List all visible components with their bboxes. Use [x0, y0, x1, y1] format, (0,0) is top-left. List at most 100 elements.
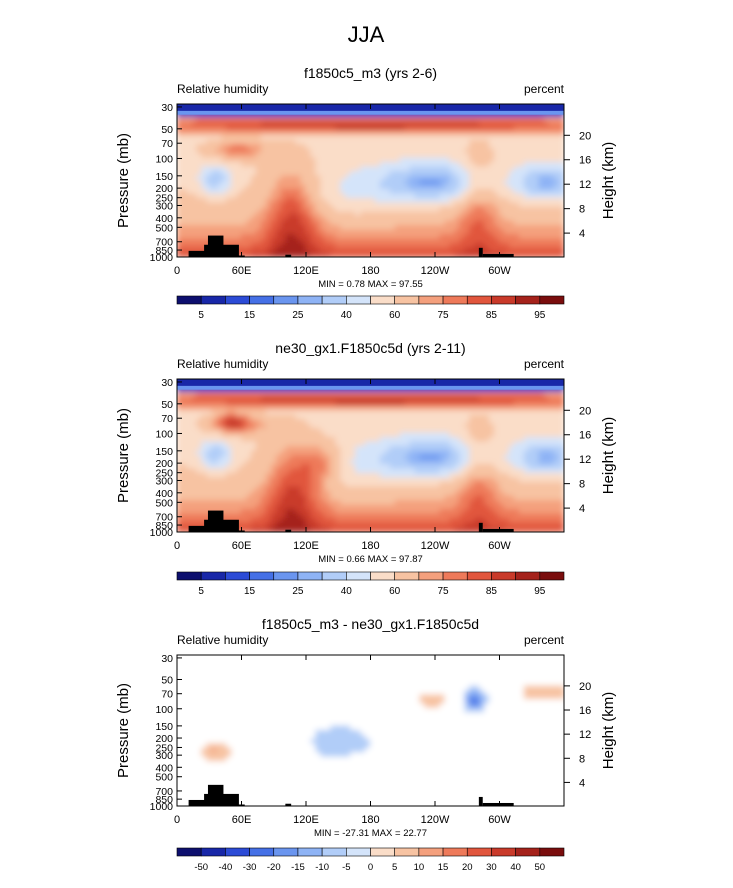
colorbar-swatch [176, 571, 202, 581]
colorbar-label: 15 [244, 310, 256, 321]
y-tick-label: 850 [155, 794, 173, 806]
x-tick-label: 120E [293, 540, 319, 552]
figure-title: JJA [348, 22, 385, 47]
y-tick-label: 1000 [150, 252, 174, 264]
colorbar-swatch [370, 571, 395, 581]
y2-tick-label: 8 [579, 753, 585, 765]
x-tick-label: 0 [174, 814, 180, 826]
colorbar-swatch [442, 571, 468, 581]
y-tick-label: 100 [155, 153, 173, 165]
y-tick-label: 250 [155, 193, 173, 205]
y2-tick-label: 16 [579, 430, 591, 442]
topography [236, 255, 245, 257]
colorbar-label: 5 [198, 586, 204, 597]
colorbar-label: 30 [486, 862, 497, 873]
panel-title: f1850c5_m3 (yrs 2-6) [304, 65, 437, 81]
x-tick-label: 180 [361, 540, 379, 552]
y-tick-label: 70 [161, 413, 173, 425]
topography [207, 235, 224, 257]
colorbar-label: 50 [535, 862, 546, 873]
colorbar-swatch [491, 847, 516, 857]
colorbar-label: -10 [315, 862, 329, 873]
y-tick-label: 500 [155, 222, 173, 234]
topography [478, 796, 483, 806]
y-tick-label: 200 [155, 733, 173, 745]
colorbar-swatch [321, 295, 347, 305]
colorbar-swatch [346, 571, 371, 581]
colorbar-label: -40 [219, 862, 233, 873]
colorbar-label: 40 [341, 586, 353, 597]
x-tick-label: 120W [421, 540, 450, 552]
colorbar-label: 20 [462, 862, 473, 873]
contour-field [177, 104, 564, 257]
topography [478, 522, 483, 532]
topography [482, 802, 514, 806]
colorbar-swatch [273, 847, 299, 857]
y-tick-label: 400 [155, 762, 173, 774]
topography [482, 528, 514, 532]
colorbar-label: -20 [267, 862, 281, 873]
colorbar-label: 15 [244, 586, 256, 597]
colorbar-swatch [249, 295, 275, 305]
colorbar-label: 60 [389, 310, 401, 321]
colorbar-swatch [539, 571, 565, 581]
x-tick-label: 60W [488, 540, 511, 552]
colorbar-label: 15 [438, 862, 449, 873]
colorbar-swatch [418, 571, 444, 581]
colorbar-swatch [370, 847, 395, 857]
x-tick-label: 0 [174, 540, 180, 552]
y-tick-label: 30 [161, 377, 173, 389]
topography [285, 803, 292, 806]
y-tick-label: 850 [155, 245, 173, 257]
field-label: Relative humidity [177, 82, 268, 96]
colorbar-label: 95 [534, 310, 546, 321]
x-tick-label: 60E [232, 540, 252, 552]
y-tick-label: 200 [155, 458, 173, 470]
colorbar-swatch [273, 295, 299, 305]
colorbar-swatch [346, 295, 371, 305]
topography [285, 529, 292, 532]
y-tick-label: 700 [155, 512, 173, 524]
min-max-stats: MIN = 0.78 MAX = 97.55 [318, 279, 423, 290]
y-tick-label: 400 [155, 213, 173, 225]
y2-tick-label: 8 [579, 204, 585, 216]
field-label: Relative humidity [177, 357, 268, 371]
x-tick-label: 60W [488, 265, 511, 277]
y-tick-label: 150 [155, 171, 173, 183]
colorbar-swatch [394, 571, 420, 581]
y2-axis-title: Height (km) [600, 142, 617, 220]
y2-tick-label: 12 [579, 179, 591, 191]
colorbar-swatch [346, 847, 371, 857]
y2-tick-label: 4 [579, 777, 585, 789]
colorbar-swatch [394, 295, 420, 305]
y-tick-label: 300 [155, 200, 173, 212]
y-tick-label: 50 [161, 674, 173, 686]
y-tick-label: 30 [161, 102, 173, 114]
colorbar-swatch [225, 847, 250, 857]
colorbar-swatch [200, 295, 226, 305]
x-tick-label: 60E [232, 814, 252, 826]
colorbar-swatch [394, 847, 420, 857]
topography [207, 784, 224, 806]
y2-tick-label: 20 [579, 405, 591, 417]
topography [236, 804, 245, 806]
y-tick-label: 500 [155, 772, 173, 784]
colorbar-swatch [321, 571, 347, 581]
colorbar-swatch [249, 847, 275, 857]
panel-1: f1850c5_m3 (yrs 2-6) Relative humidity per… [115, 65, 617, 321]
x-tick-label: 120W [421, 265, 450, 277]
colorbar-swatch [176, 847, 202, 857]
contour-field [177, 379, 564, 532]
x-tick-label: 120E [293, 814, 319, 826]
colorbar-swatch [176, 295, 202, 305]
y-tick-label: 300 [155, 475, 173, 487]
y-axis-title: Pressure (mb) [115, 133, 132, 228]
colorbar-label: -30 [243, 862, 257, 873]
colorbar-swatch [466, 295, 492, 305]
y2-axis-title: Height (km) [600, 692, 617, 770]
colorbar-swatch [515, 571, 541, 581]
y-tick-label: 200 [155, 183, 173, 195]
colorbar-swatch [442, 295, 468, 305]
